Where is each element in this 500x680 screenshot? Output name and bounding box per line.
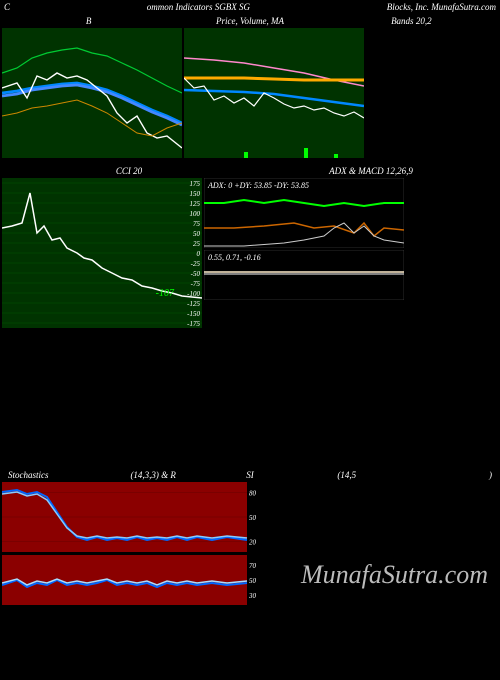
row2-titles: CCI 20 ADX & MACD 12,26,9 xyxy=(0,164,500,178)
row3-title-2: (14,3,3) & R xyxy=(105,470,202,480)
row3-title-4: (14,5 xyxy=(298,470,395,480)
svg-text:80: 80 xyxy=(249,490,257,498)
svg-text:-50: -50 xyxy=(191,270,201,278)
svg-text:50: 50 xyxy=(249,577,257,585)
stochastics-panel: 80 50 20 xyxy=(2,482,498,552)
svg-text:125: 125 xyxy=(190,200,201,208)
row1-title-center: Price, Volume, MA xyxy=(216,16,284,26)
row1-title-right: Bands 20,2 xyxy=(331,16,492,26)
row2-panels: 1751501251007550250-25-50-75-100-125-150… xyxy=(0,178,500,328)
row3-panels: 80 50 20 70 50 30 xyxy=(0,482,500,605)
svg-text:0.55, 0.71, -0.16: 0.55, 0.71, -0.16 xyxy=(208,253,261,262)
header-right: Blocks, Inc. MunafaSutra.com xyxy=(387,2,496,12)
rsi-panel: 70 50 30 xyxy=(2,555,498,605)
cci-chart: 1751501251007550250-25-50-75-100-125-150… xyxy=(2,178,202,328)
svg-text:50: 50 xyxy=(249,514,257,522)
svg-text:50: 50 xyxy=(193,230,201,238)
row3-title-5: ) xyxy=(395,470,492,480)
cci-panel: 1751501251007550250-25-50-75-100-125-150… xyxy=(2,178,202,328)
row3-title-3: SI xyxy=(202,470,299,480)
adx-macd-panel: ADX: 0 +DY: 53.85 -DY: 53.85 0.55, 0.71,… xyxy=(204,178,404,328)
svg-text:-125: -125 xyxy=(187,300,200,308)
stochastics-chart: 80 50 20 xyxy=(2,482,265,552)
svg-text:-107: -107 xyxy=(156,288,175,299)
svg-text:150: 150 xyxy=(190,190,201,198)
spacer xyxy=(0,328,500,468)
svg-text:-175: -175 xyxy=(187,320,200,328)
bollinger-chart xyxy=(2,28,182,158)
header-left: C xyxy=(4,2,10,12)
page-header: C ommon Indicators SGBX SG Blocks, Inc. … xyxy=(0,0,500,14)
svg-text:-25: -25 xyxy=(191,260,201,268)
svg-text:-75: -75 xyxy=(191,280,201,288)
svg-text:25: 25 xyxy=(193,240,201,248)
svg-text:-150: -150 xyxy=(187,310,200,318)
price-chart xyxy=(184,28,364,158)
macd-chart: 0.55, 0.71, -0.16 xyxy=(204,250,404,300)
svg-text:175: 175 xyxy=(190,180,201,188)
svg-text:0: 0 xyxy=(197,250,201,258)
svg-text:70: 70 xyxy=(249,562,257,570)
svg-text:30: 30 xyxy=(248,592,257,600)
svg-text:75: 75 xyxy=(193,220,201,228)
row1-panels xyxy=(0,28,500,158)
row1-titles: B Price, Volume, MA Bands 20,2 xyxy=(0,14,500,28)
row3-title-1: Stochastics xyxy=(8,470,105,480)
row3-titles: Stochastics (14,3,3) & R SI (14,5 ) xyxy=(0,468,500,482)
header-center: ommon Indicators SGBX SG xyxy=(147,2,250,12)
svg-text:100: 100 xyxy=(190,210,201,218)
bollinger-panel xyxy=(2,28,182,158)
row1-title-left: B xyxy=(8,16,169,26)
svg-text:20: 20 xyxy=(249,539,257,547)
price-panel xyxy=(184,28,364,158)
adx-chart: ADX: 0 +DY: 53.85 -DY: 53.85 xyxy=(204,178,404,248)
rsi-chart: 70 50 30 xyxy=(2,555,265,605)
svg-text:ADX: 0 +DY: 53.85 -DY: 53.85: ADX: 0 +DY: 53.85 -DY: 53.85 xyxy=(207,181,309,190)
row2-title-right: ADX & MACD 12,26,9 xyxy=(250,166,492,176)
row2-title-left: CCI 20 xyxy=(8,166,250,176)
